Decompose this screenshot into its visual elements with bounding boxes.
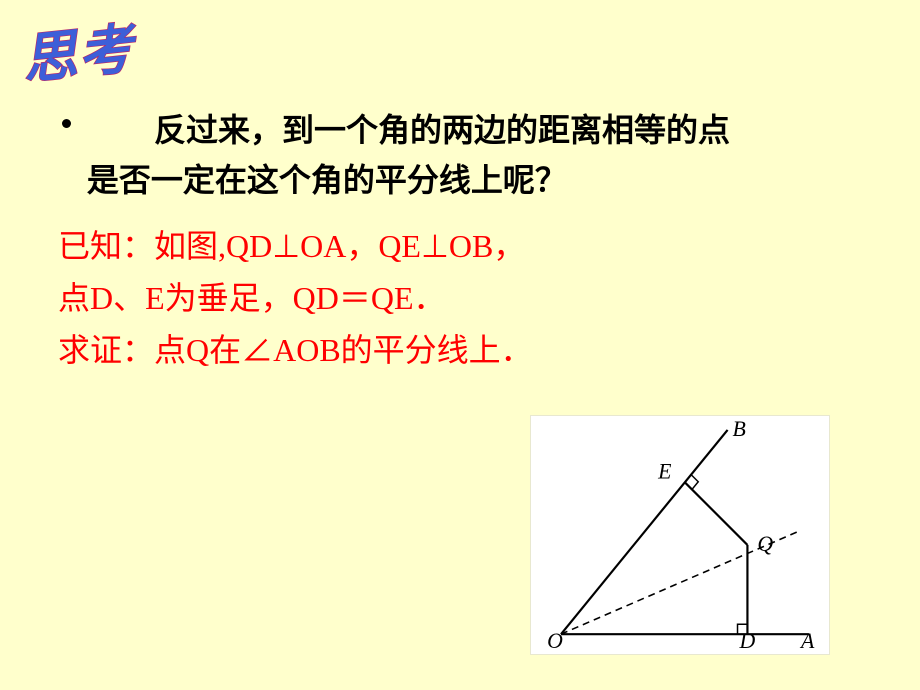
label-E: E — [657, 459, 671, 483]
label-O: O — [547, 629, 563, 653]
given-line-2: 点D、E为垂足，QD＝QE． — [58, 272, 533, 324]
given-block: 已知：如图,QD⊥OA，QE⊥OB， 点D、E为垂足，QD＝QE． 求证：点Q在… — [58, 220, 533, 376]
ray-OB — [561, 430, 728, 634]
label-A: A — [799, 629, 815, 653]
given-line-1: 已知：如图,QD⊥OA，QE⊥OB， — [58, 220, 533, 272]
bullet-dot-icon — [62, 119, 71, 128]
given-line-3: 求证：点Q在∠AOB的平分线上． — [58, 324, 533, 376]
label-Q: Q — [757, 532, 773, 556]
question-line-1: 反过来，到一个角的两边的距离相等的点 — [90, 105, 850, 155]
question-line-2: 是否一定在这个角的平分线上呢？ — [87, 155, 850, 205]
question-block: 反过来，到一个角的两边的距离相等的点 是否一定在这个角的平分线上呢？ — [90, 105, 850, 205]
segment-QE — [685, 482, 747, 544]
svg-text:思考: 思考 — [20, 19, 142, 91]
label-B: B — [733, 417, 746, 441]
right-angle-marker-E — [691, 475, 698, 490]
geometry-diagram: O A D B E Q — [530, 415, 830, 655]
slide-title: 思考 — [11, 3, 199, 111]
label-D: D — [739, 629, 756, 653]
